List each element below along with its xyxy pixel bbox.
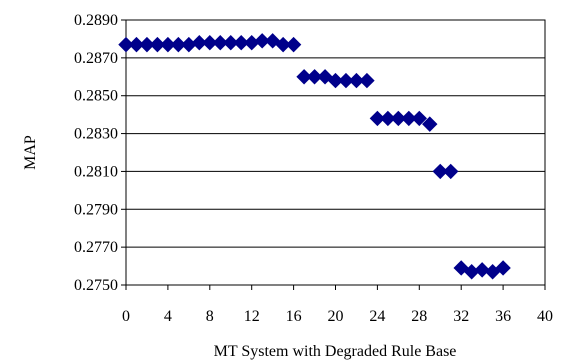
y-tick-label-3: 0.2830 xyxy=(74,126,118,143)
data-point-34 xyxy=(474,262,490,278)
y-tick-label-7: 0.2750 xyxy=(74,277,118,294)
data-point-25 xyxy=(380,110,396,127)
data-point-28 xyxy=(411,110,428,127)
data-point-31 xyxy=(443,163,459,180)
gridlines xyxy=(121,19,545,286)
data-point-9 xyxy=(212,35,228,51)
data-point-0 xyxy=(118,36,134,53)
data-point-23 xyxy=(359,72,375,89)
x-tick-label-0: 0 xyxy=(122,308,130,325)
data-point-26 xyxy=(390,110,407,127)
data-point-11 xyxy=(233,35,249,51)
x-tick-labels: 0 4 8 12 16 20 24 28 32 36 40 xyxy=(122,285,553,325)
y-tick-label-6: 0.2770 xyxy=(74,239,118,256)
x-tick-label-10: 40 xyxy=(537,308,553,325)
x-tick-label-7: 28 xyxy=(411,308,427,325)
y-axis-title: MAP xyxy=(22,135,39,170)
data-point-30 xyxy=(432,163,448,180)
data-point-10 xyxy=(223,35,239,51)
data-point-18 xyxy=(306,69,323,85)
data-point-29 xyxy=(422,116,438,132)
y-tick-label-4: 0.2810 xyxy=(74,163,118,180)
data-point-27 xyxy=(401,110,417,127)
data-point-15 xyxy=(275,36,291,53)
data-point-1 xyxy=(128,36,145,53)
y-tick-label-0: 0.2890 xyxy=(74,12,118,29)
data-point-22 xyxy=(348,72,365,89)
data-point-13 xyxy=(254,33,270,49)
y-tick-labels: 0.2890 0.2870 0.2850 0.2830 0.2810 0.2790 0.27… xyxy=(74,12,118,294)
x-tick-label-2: 8 xyxy=(206,308,214,325)
data-point-2 xyxy=(139,36,155,53)
data-point-7 xyxy=(191,35,208,51)
data-point-8 xyxy=(202,35,218,51)
x-tick-label-8: 32 xyxy=(453,308,469,325)
plot-area-frame xyxy=(125,19,546,286)
y-tick-label-1: 0.2870 xyxy=(74,50,118,67)
data-point-24 xyxy=(369,110,386,127)
data-point-3 xyxy=(149,36,166,53)
y-tick-label-5: 0.2790 xyxy=(74,201,118,218)
x-tick-label-6: 24 xyxy=(369,308,385,325)
x-tick-label-1: 4 xyxy=(164,308,172,325)
data-point-20 xyxy=(327,72,344,89)
data-point-36 xyxy=(495,260,511,276)
x-tick-label-5: 20 xyxy=(328,308,344,325)
data-point-17 xyxy=(296,69,312,85)
data-point-5 xyxy=(170,36,187,53)
x-tick-label-3: 12 xyxy=(244,308,260,325)
y-tick-label-2: 0.2850 xyxy=(74,88,118,105)
data-point-16 xyxy=(285,36,302,53)
data-points xyxy=(118,33,511,280)
x-tick-label-9: 36 xyxy=(495,308,511,325)
x-tick-label-4: 16 xyxy=(286,308,302,325)
data-point-21 xyxy=(338,72,354,89)
x-axis-title: MT System with Degraded Rule Base xyxy=(214,343,457,360)
data-point-4 xyxy=(160,36,176,53)
